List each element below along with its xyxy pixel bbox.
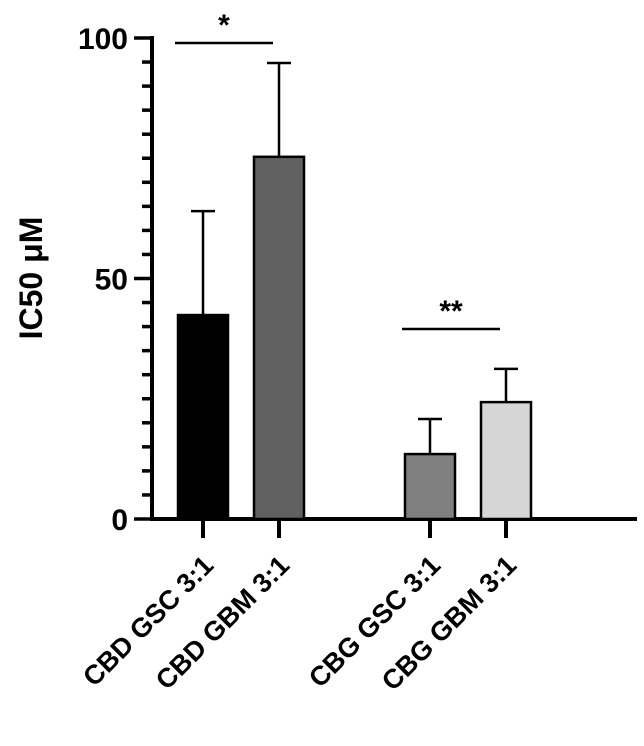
- x-category-label: CBD GSC 3:1: [77, 550, 219, 692]
- significance-marker: **: [439, 295, 463, 328]
- bar: [403, 452, 457, 521]
- y-tick-label: 50: [95, 264, 128, 297]
- bar: [252, 155, 306, 521]
- x-category-label: CBG GSC 3:1: [303, 550, 446, 693]
- bar: [176, 313, 230, 521]
- bar: [479, 400, 533, 521]
- significance-marker: *: [218, 9, 230, 42]
- x-category-label: CBG GBM 3:1: [376, 550, 522, 696]
- y-tick-label: 100: [78, 23, 128, 56]
- y-axis-title: IC50 μM: [13, 217, 49, 340]
- y-tick-label: 0: [111, 504, 128, 537]
- x-category-label: CBD GBM 3:1: [150, 550, 295, 695]
